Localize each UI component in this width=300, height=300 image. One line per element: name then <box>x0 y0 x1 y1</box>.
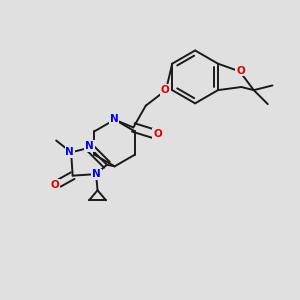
Text: O: O <box>153 129 162 139</box>
Text: N: N <box>110 114 118 124</box>
Text: O: O <box>236 65 245 76</box>
Text: N: N <box>92 169 101 179</box>
Text: N: N <box>85 141 94 151</box>
Text: O: O <box>50 180 59 190</box>
Text: N: N <box>65 147 74 157</box>
Text: O: O <box>161 85 170 95</box>
